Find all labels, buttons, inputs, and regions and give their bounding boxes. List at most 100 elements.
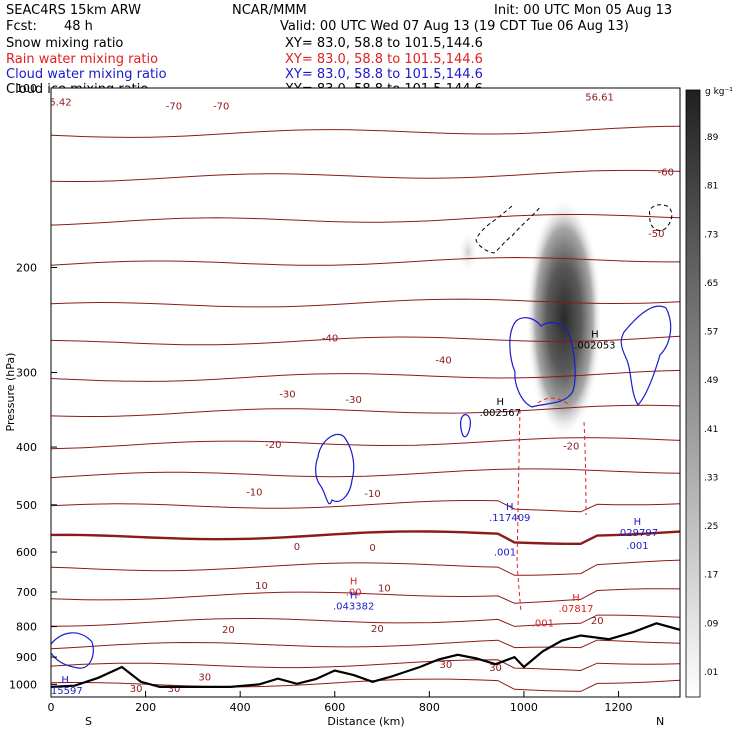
max-label-line: .029797: [617, 528, 658, 539]
y-tick-label: 600: [16, 546, 37, 559]
colorbar: g kg⁻¹ .01 .09 .17 .25 .33 .41 .49 .57 .65 .73 .81…: [685, 87, 733, 698]
max-label-rain: H .07817: [558, 593, 593, 615]
max-label-cloud_water: H .029797: [617, 517, 658, 539]
max-label-cloud_water: H .043382: [333, 591, 374, 613]
max-label-line: .15597: [48, 686, 83, 697]
colorbar-label: .49: [704, 376, 719, 386]
axes: 0 200 400 600 800 1000 12001002003004005006007…: [9, 82, 633, 714]
x-tick-label: 800: [419, 701, 440, 714]
max-label-line: .001: [532, 619, 554, 630]
colorbar-label: .57: [704, 328, 718, 338]
max-label-line: H: [634, 517, 642, 528]
isotherm-line: [51, 614, 680, 627]
isotherm-label: -60: [658, 167, 674, 178]
isotherm-label: -70: [213, 102, 229, 113]
isotherm-label: 20: [222, 625, 235, 636]
colorbar-label: .01: [704, 668, 718, 678]
isotherm-line: [51, 335, 680, 346]
max-label-line: 5.42: [49, 98, 71, 109]
colorbar-gradient: [685, 89, 701, 698]
org-label: NCAR/MMM: [232, 3, 307, 18]
isotherm-label: 20: [371, 624, 384, 635]
max-label-line: H: [572, 593, 580, 604]
max-label-line: H: [506, 502, 514, 513]
y-tick-label: 400: [16, 441, 37, 454]
max-label-cloud_water: H .15597: [48, 675, 83, 697]
snow-contour-east: [648, 204, 673, 231]
y-axis-title: Pressure (hPa): [4, 353, 17, 432]
isotherm-label: 30: [489, 663, 502, 674]
isotherm-label: -10: [246, 488, 262, 499]
end-label-right: N: [656, 715, 664, 728]
y-tick-label: 800: [16, 621, 37, 634]
max-label-line: .002053: [574, 340, 615, 351]
x-tick-label: 200: [135, 701, 156, 714]
colorbar-label: .81: [704, 182, 718, 192]
y-tick-label: 100: [16, 82, 37, 95]
y-tick-label: 900: [16, 651, 37, 664]
x-tick-label: 0: [48, 701, 55, 714]
max-label-cloud_water: H .117409: [489, 502, 530, 524]
cloud-water-contour-east: [620, 305, 672, 406]
rain-contour-west: [516, 409, 522, 613]
rain-contour-top: [537, 397, 569, 405]
field-xy-cloud-water: XY= 83.0, 58.8 to 101.5,144.6: [285, 67, 483, 82]
field-name-rain: Rain water mixing ratio: [6, 52, 158, 67]
y-tick-label: 500: [16, 499, 37, 512]
header: SEAC4RS 15km ARW NCAR/MMM Init: 00 UTC M…: [6, 3, 672, 97]
isotherm-line: [51, 678, 680, 692]
isotherm-label: 10: [378, 584, 391, 595]
isotherm-line: [51, 256, 680, 266]
x-tick-label: 400: [230, 701, 251, 714]
y-tick-label: 1000: [9, 678, 37, 691]
fcst-label: Fcst:: [6, 19, 37, 34]
isotherm-label: 30: [440, 660, 453, 671]
max-label-cloud_water: .001: [626, 541, 648, 552]
max-label-line: .001: [494, 547, 516, 558]
colorbar-label: .33: [704, 473, 718, 483]
isotherm-label: -20: [563, 442, 579, 453]
x-tick-label: 1200: [605, 701, 633, 714]
isotherm-label: -40: [435, 355, 451, 366]
isotherm-line: [51, 169, 680, 182]
x-tick-label: 1000: [510, 701, 538, 714]
max-label-line: .00: [346, 587, 362, 598]
model-title: SEAC4RS 15km ARW: [6, 3, 141, 18]
isotherm-line: [51, 500, 680, 513]
isotherm-line: [51, 437, 680, 450]
isotherm-label: -30: [279, 389, 295, 400]
isotherm-label: 10: [255, 581, 268, 592]
hydrometeor-contours: [51, 204, 673, 669]
plot-area: -70 -70 -60 -50 -40 -40 -30 -30 -20 -20 -10 -10 0 0 10…: [48, 87, 681, 698]
max-label-line: H: [591, 329, 599, 340]
field-xy-rain: XY= 83.0, 58.8 to 101.5,144.6: [285, 52, 483, 67]
isotherm-label: -40: [322, 333, 338, 344]
isotherm-line: [51, 468, 680, 479]
isotherm-label: 0: [369, 543, 375, 554]
isotherm-line: [51, 530, 680, 545]
plot-frame: [50, 87, 681, 698]
fcst-value: 48 h: [64, 19, 93, 34]
snow-patch-small: [458, 230, 478, 274]
isotherm-label: -50: [648, 229, 664, 240]
max-label-line: .07817: [558, 604, 593, 615]
isotherm-line: [51, 639, 680, 650]
cloud-water-contour-blob: [459, 414, 471, 438]
y-tick-label: 700: [16, 586, 37, 599]
colorbar-unit: g kg⁻¹: [705, 87, 733, 97]
end-label-left: S: [85, 715, 92, 728]
max-label-line: .117409: [489, 513, 530, 524]
colorbar-label: .09: [704, 619, 719, 629]
snow-core: [526, 198, 602, 438]
isotherm-label: 20: [591, 616, 604, 627]
isotherm-label: 30: [198, 672, 211, 683]
snow-contour-west: [475, 205, 541, 254]
isotherm-label: -70: [166, 102, 182, 113]
cloud-water-contour-main: [509, 317, 576, 408]
max-label-temp: 5.42: [49, 98, 71, 109]
max-label-line: 56.61: [585, 93, 614, 104]
max-label-line: .001: [626, 541, 648, 552]
field-name-cloud-water: Cloud water mixing ratio: [6, 67, 167, 82]
